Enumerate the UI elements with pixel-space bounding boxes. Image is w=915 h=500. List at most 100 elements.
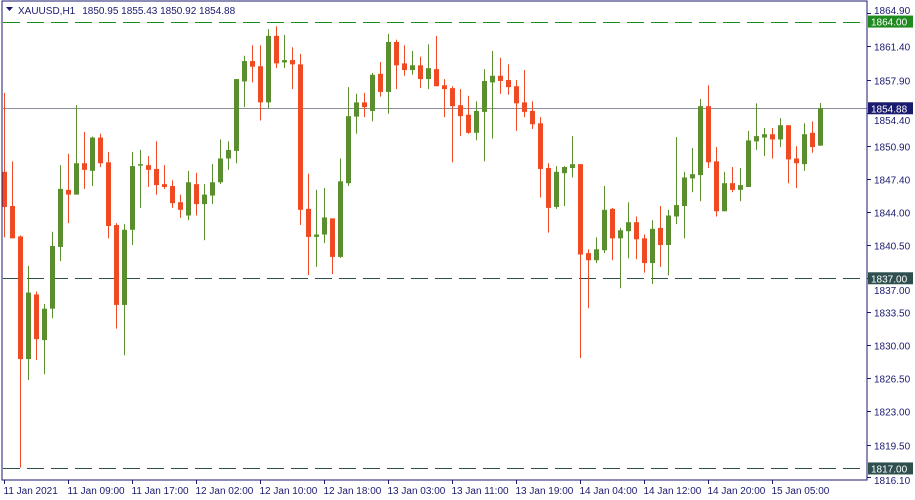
candle (74, 105, 79, 195)
candle (498, 57, 503, 94)
candle-body (170, 186, 175, 204)
chart-header: XAUUSD,H1 1850.95 1855.43 1850.92 1854.8… (6, 6, 236, 17)
candle (730, 167, 735, 193)
candle-body (162, 184, 167, 187)
candle (226, 141, 231, 170)
candle-body (234, 79, 239, 151)
candle (722, 171, 727, 212)
level-labels: 1864.00 1837.00 1817.00 1854.88 (868, 15, 913, 475)
candle-body (570, 164, 575, 168)
candle (170, 180, 175, 208)
candle-body (658, 227, 663, 245)
candle (26, 265, 31, 381)
candle-body (778, 125, 783, 140)
candle-body (130, 166, 135, 230)
candle-body (194, 184, 199, 205)
candle-body (682, 177, 687, 207)
price-label-box (868, 102, 913, 115)
candle (58, 165, 63, 262)
candle (330, 218, 335, 274)
candle-body (746, 140, 751, 187)
candle-body (786, 125, 791, 160)
x-tick-label: 12 Jan 18:00 (324, 486, 382, 497)
dropdown-triangle-icon[interactable] (6, 7, 13, 11)
candle (602, 186, 607, 254)
candle (418, 56, 423, 89)
y-tick-label: 1854.40 (874, 116, 911, 127)
candle-body (690, 174, 695, 179)
candle (186, 170, 191, 221)
candle (106, 151, 111, 239)
y-tick-label: 1816.10 (874, 476, 911, 487)
candle-body (714, 161, 719, 212)
candle (530, 101, 535, 129)
candle-body (450, 88, 455, 107)
candle (626, 202, 631, 259)
candle (618, 227, 623, 289)
candle-body (698, 106, 703, 176)
candle (650, 220, 655, 284)
x-tick-label: 14 Jan 20:00 (708, 486, 766, 497)
candle (458, 89, 463, 137)
candle (466, 95, 471, 134)
y-tick-label: 1847.40 (874, 176, 911, 187)
candle-body (378, 73, 383, 92)
candle (394, 39, 399, 90)
candle-body (146, 165, 151, 170)
candle-body (498, 75, 503, 81)
candle-body (650, 228, 655, 264)
candle (378, 61, 383, 97)
candle (786, 125, 791, 184)
candle-body (418, 65, 423, 80)
candle-body (98, 137, 103, 164)
candle (474, 101, 479, 141)
candle (514, 80, 519, 131)
candle-body (362, 102, 367, 108)
time-axis[interactable]: 11 Jan 2021 11 Jan 09:00 11 Jan 17:00 12 Ja… (4, 480, 830, 497)
candle-body (90, 137, 95, 171)
candle (90, 136, 95, 187)
candles (2, 26, 823, 468)
candle (138, 149, 143, 208)
candle (578, 164, 583, 359)
candle-body (298, 64, 303, 210)
candle (266, 29, 271, 109)
candle-body (578, 164, 583, 255)
candle (490, 51, 495, 139)
candle-body (210, 182, 215, 196)
candle-body (242, 61, 247, 82)
candle (114, 223, 119, 329)
candle-body (554, 171, 559, 207)
candle (442, 79, 447, 118)
candle-body (562, 167, 567, 174)
candle (290, 47, 295, 90)
candle (506, 64, 511, 95)
candle (234, 79, 239, 164)
y-tick-label: 1826.50 (874, 375, 911, 386)
candle (162, 165, 167, 189)
y-tick-label: 1844.00 (874, 209, 911, 220)
candle (146, 156, 151, 187)
candle-body (514, 86, 519, 104)
candle-body (490, 75, 495, 83)
candle (586, 249, 591, 309)
candle (258, 45, 263, 121)
candle-body (410, 65, 415, 71)
y-tick-label: 1857.90 (874, 77, 911, 88)
candle-body (458, 105, 463, 117)
candle-body (770, 134, 775, 140)
candle (354, 93, 359, 134)
candle-body (282, 60, 287, 63)
candle-body (50, 245, 55, 309)
price-axis[interactable]: 1864.90 1861.40 1857.90 1854.40 1850.90 1847.… (867, 6, 911, 487)
candle-body (66, 189, 71, 195)
candle-body (258, 66, 263, 103)
candle (362, 92, 367, 118)
candle (634, 216, 639, 260)
candle-body (802, 134, 807, 165)
candle-body (154, 168, 159, 186)
price-label: 1817.00 (871, 464, 908, 475)
plot-frame (1, 0, 868, 481)
candle (450, 86, 455, 163)
